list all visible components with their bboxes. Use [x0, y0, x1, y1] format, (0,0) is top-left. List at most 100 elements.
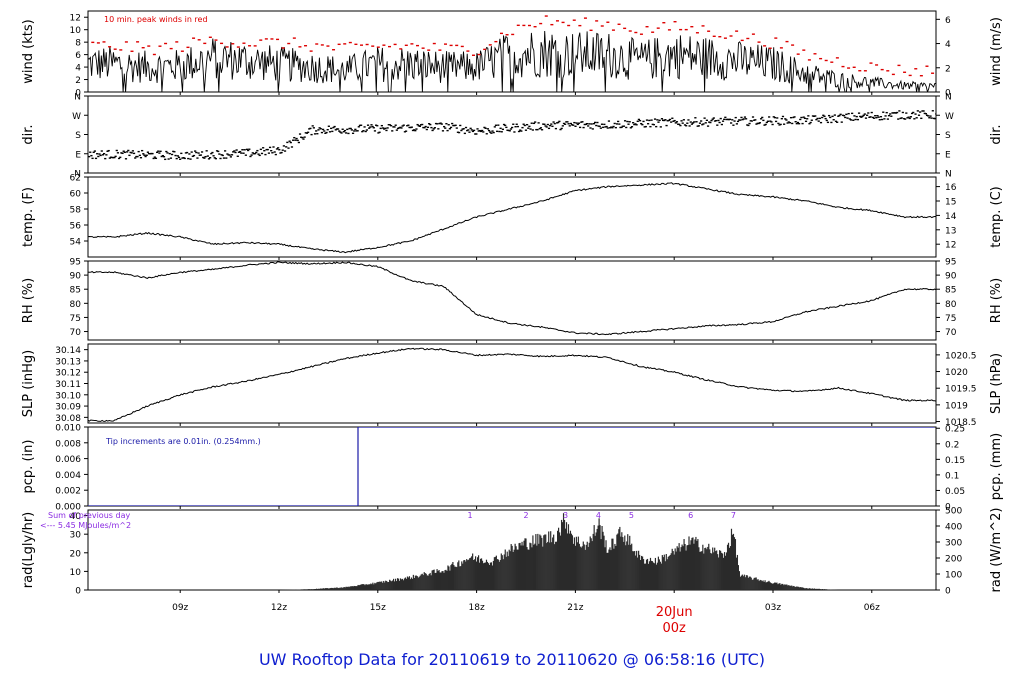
dir-point: [852, 119, 855, 121]
peak-gust-mark: [477, 53, 481, 56]
dir-point: [804, 120, 808, 123]
peak-gust-mark: [852, 66, 856, 68]
dir-point: [881, 118, 884, 121]
dir-point: [789, 116, 793, 119]
dir-point: [486, 128, 490, 130]
dir-point: [389, 124, 393, 127]
dir-point: [202, 156, 205, 159]
dir-point: [819, 121, 823, 124]
dir-point: [401, 125, 404, 127]
dir-point: [339, 131, 342, 133]
dir-point: [522, 123, 525, 125]
dir-point: [538, 128, 541, 130]
dir-point: [602, 126, 605, 129]
dir-point: [478, 129, 481, 132]
dir-point: [829, 116, 832, 119]
dir-point: [884, 115, 887, 117]
dir-point: [685, 125, 688, 127]
dir-point: [817, 120, 820, 122]
dir-point: [576, 123, 579, 126]
dir-point: [755, 123, 758, 125]
dir-point: [152, 157, 155, 160]
dir-point: [139, 157, 143, 159]
peak-gust-mark: [416, 44, 420, 47]
dir-point: [671, 117, 674, 119]
dir-point: [413, 129, 416, 131]
peak-gust-mark: [180, 50, 184, 52]
dir-point: [862, 114, 865, 117]
dir-point: [846, 117, 849, 119]
dir-point: [504, 124, 507, 127]
peak-gust-mark: [253, 45, 257, 47]
dir-point: [296, 139, 299, 142]
left-axis-title: wind (kts): [21, 19, 36, 83]
dir-point: [170, 153, 174, 156]
dir-point: [701, 123, 704, 126]
peak-gust-mark: [141, 47, 145, 49]
right-tick-label: 300: [945, 539, 962, 549]
dir-point: [915, 117, 918, 119]
peak-gust-mark: [96, 42, 100, 44]
rad-peak-label: 5: [629, 511, 634, 520]
dir-point: [507, 129, 510, 132]
dir-point: [462, 128, 465, 130]
dir-point: [713, 120, 717, 122]
dir-point: [621, 125, 624, 127]
dir-point: [187, 157, 190, 160]
peak-gust-mark: [119, 49, 123, 51]
left-tick-label: 30.12: [55, 369, 81, 379]
dir-point: [866, 114, 869, 116]
peak-gust-mark: [847, 67, 851, 69]
date-label-hour: 00z: [663, 621, 687, 636]
dir-point: [423, 126, 426, 129]
peak-gust-mark: [276, 38, 280, 41]
dir-point: [773, 116, 777, 119]
right-tick-label: 2: [945, 64, 951, 74]
dir-point: [517, 130, 521, 133]
dir-point: [257, 153, 260, 155]
dir-point: [451, 122, 454, 125]
plot-area: [88, 15, 936, 92]
right-axis-title: temp. (C): [989, 186, 1004, 248]
peak-gust-mark: [662, 22, 666, 24]
dir-point: [250, 154, 253, 156]
dir-point: [407, 124, 410, 126]
dir-point: [814, 115, 817, 117]
dir-point: [346, 128, 349, 131]
left-tick-label: 0.006: [55, 455, 81, 465]
dir-point: [863, 113, 866, 115]
dir-point: [175, 157, 178, 160]
peak-gust-mark: [651, 31, 655, 33]
dir-point: [422, 126, 425, 129]
peak-gust-mark: [729, 35, 733, 37]
left-tick-label: 30.09: [55, 403, 81, 413]
peak-gust-mark: [779, 47, 783, 49]
left-tick-label: 8: [75, 39, 81, 49]
right-axis-title: wind (m/s): [989, 17, 1004, 86]
dir-point: [694, 117, 697, 119]
dir-point: [830, 121, 833, 124]
right-tick-label: 1019.5: [945, 385, 977, 395]
dir-point: [795, 122, 798, 125]
dir-point: [497, 124, 500, 126]
dir-point: [704, 122, 707, 124]
dir-point: [603, 123, 606, 126]
dir-point: [317, 129, 320, 131]
dir-point: [697, 125, 700, 127]
right-tick-label: 400: [945, 523, 962, 533]
dir-point: [151, 152, 154, 155]
dir-point: [710, 119, 713, 122]
plot-area: [88, 261, 936, 336]
dir-point: [387, 124, 390, 126]
dir-point: [902, 117, 906, 120]
peak-gust-mark: [567, 24, 571, 27]
dir-point: [198, 154, 201, 156]
left-tick-label: 6: [75, 51, 81, 61]
peak-gust-mark: [807, 59, 811, 61]
dir-point: [664, 119, 667, 121]
dir-point: [293, 136, 296, 139]
peak-gust-mark: [819, 57, 823, 60]
dir-point: [460, 129, 463, 132]
peak-gust-mark: [544, 15, 548, 17]
dir-point: [623, 120, 627, 122]
